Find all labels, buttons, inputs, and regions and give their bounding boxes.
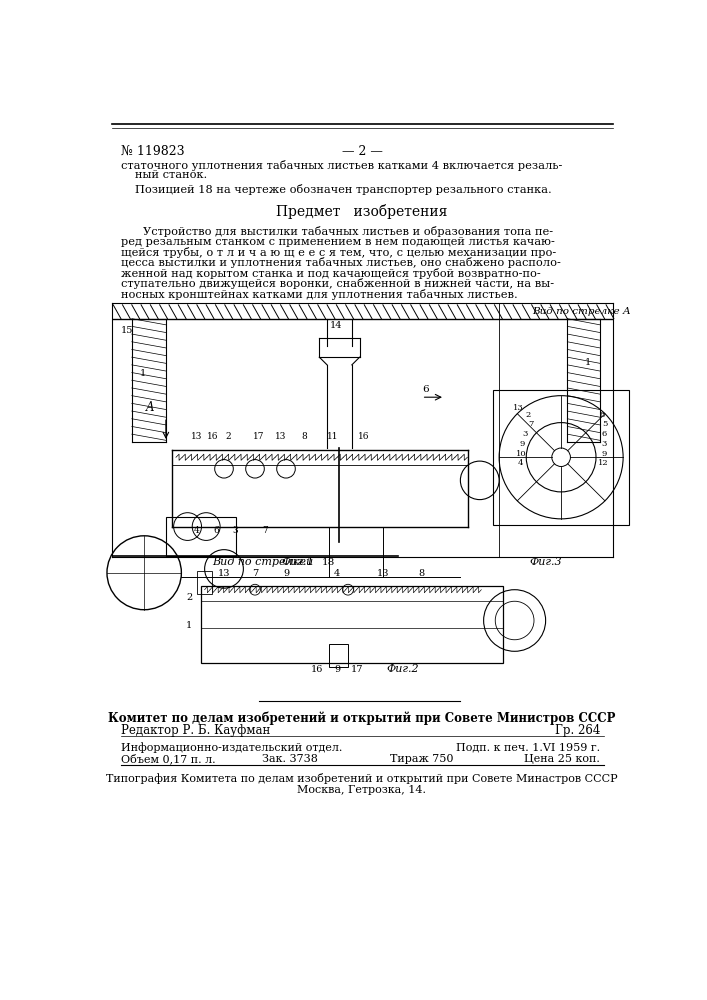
Text: 7: 7 (262, 526, 268, 535)
Text: 2: 2 (186, 593, 192, 602)
Text: — 2 —: — 2 — (341, 145, 382, 158)
Text: 1: 1 (585, 358, 591, 367)
Text: 13: 13 (275, 432, 286, 441)
Text: 13: 13 (513, 404, 524, 412)
Text: 15: 15 (121, 326, 134, 335)
Text: 8: 8 (600, 411, 605, 419)
Text: 16: 16 (206, 432, 218, 441)
Text: 1: 1 (139, 369, 146, 378)
Text: Предмет   изобретения: Предмет изобретения (276, 204, 448, 219)
Text: 6: 6 (214, 526, 219, 535)
Text: 2: 2 (525, 411, 530, 419)
Text: 12: 12 (598, 459, 609, 467)
Text: Типография Комитета по делам изобретений и открытий при Совете Минастров СССР: Типография Комитета по делам изобретений… (106, 773, 618, 784)
Text: 11: 11 (327, 432, 338, 441)
Text: 5: 5 (602, 420, 608, 428)
Text: 7: 7 (528, 420, 534, 428)
Text: женной над корытом станка и под качающейся трубой возвратно-по-: женной над корытом станка и под качающей… (121, 268, 541, 279)
Text: 4: 4 (194, 526, 200, 535)
Text: Зак. 3738: Зак. 3738 (262, 754, 318, 764)
Text: № 119823: № 119823 (121, 145, 185, 158)
Text: 2: 2 (225, 432, 230, 441)
Text: ред резальным станком с применением в нем подающей листья качаю-: ред резальным станком с применением в не… (121, 237, 555, 247)
Text: Фиг.1: Фиг.1 (281, 557, 314, 567)
Text: 6: 6 (422, 385, 429, 394)
Text: Информационно-издательский отдел.: Информационно-издательский отдел. (121, 742, 342, 753)
Text: статочного уплотнения табачных листьев катками 4 включается резаль-: статочного уплотнения табачных листьев к… (121, 160, 562, 171)
Text: 13: 13 (218, 569, 230, 578)
Text: Позицией 18 на чертеже обозначен транспортер резального станка.: Позицией 18 на чертеже обозначен транспо… (135, 184, 551, 195)
Text: A: A (146, 401, 155, 414)
Bar (329, 644, 348, 667)
Text: Тираж 750: Тираж 750 (390, 754, 453, 764)
Text: 10: 10 (515, 450, 526, 458)
Bar (493, 389, 629, 525)
Text: Вид по стрелкей: Вид по стрелкей (212, 557, 313, 567)
Text: Редактор Р. Б. Кауфман: Редактор Р. Б. Кауфман (121, 724, 270, 737)
Text: Гр. 264: Гр. 264 (554, 724, 600, 737)
Text: 8: 8 (419, 569, 425, 578)
Bar (197, 571, 212, 594)
Text: Москва, Гетрозка, 14.: Москва, Гетрозка, 14. (298, 785, 426, 795)
Bar (166, 517, 235, 556)
Text: Фиг.3: Фиг.3 (530, 557, 562, 567)
Text: 3: 3 (522, 430, 527, 438)
Text: 4: 4 (518, 459, 522, 467)
Text: 4: 4 (333, 569, 339, 578)
Text: 7: 7 (252, 569, 258, 578)
Text: носных кронштейнах катками для уплотнения табачных листьев.: носных кронштейнах катками для уплотнени… (121, 289, 518, 300)
Text: 9: 9 (601, 450, 607, 458)
Text: ступательно движущейся воронки, снабженной в нижней части, на вы-: ступательно движущейся воронки, снабженн… (121, 278, 554, 289)
Text: 9: 9 (520, 440, 525, 448)
Text: Подп. к печ. 1.VI 1959 г.: Подп. к печ. 1.VI 1959 г. (456, 742, 600, 752)
Text: Комитет по делам изобретений и открытий при Совете Министров СССР: Комитет по делам изобретений и открытий … (108, 711, 616, 725)
Text: 3: 3 (601, 440, 607, 448)
Text: 18: 18 (322, 558, 335, 567)
Text: 8: 8 (301, 432, 307, 441)
Text: 13: 13 (377, 569, 389, 578)
Text: Устройство для выстилки табачных листьев и образования топа пе-: Устройство для выстилки табачных листьев… (143, 226, 553, 237)
Text: щейся трубы, о т л и ч а ю щ е е с я тем, что, с целью механизации про-: щейся трубы, о т л и ч а ю щ е е с я тем… (121, 247, 556, 258)
Text: 16: 16 (311, 665, 323, 674)
Text: 1: 1 (186, 621, 192, 630)
Text: 6: 6 (601, 430, 607, 438)
Text: 14: 14 (330, 321, 343, 330)
Text: 9: 9 (283, 569, 289, 578)
Text: 9: 9 (334, 665, 340, 674)
Text: 17: 17 (351, 665, 363, 674)
Bar (201, 586, 503, 663)
Text: Объем 0,17 п. л.: Объем 0,17 п. л. (121, 754, 216, 764)
Text: Вид по стрелке А: Вид по стрелке А (532, 307, 631, 316)
Text: 3: 3 (233, 526, 238, 535)
Text: 16: 16 (358, 432, 369, 441)
Text: 17: 17 (253, 432, 264, 441)
Text: Фиг.2: Фиг.2 (386, 664, 419, 674)
Text: ный станок.: ный станок. (135, 170, 207, 180)
Text: 13: 13 (191, 432, 203, 441)
Text: цесса выстилки и уплотнения табачных листьев, оно снабжено располо-: цесса выстилки и уплотнения табачных лис… (121, 257, 561, 268)
Text: Цена 25 коп.: Цена 25 коп. (524, 754, 600, 764)
